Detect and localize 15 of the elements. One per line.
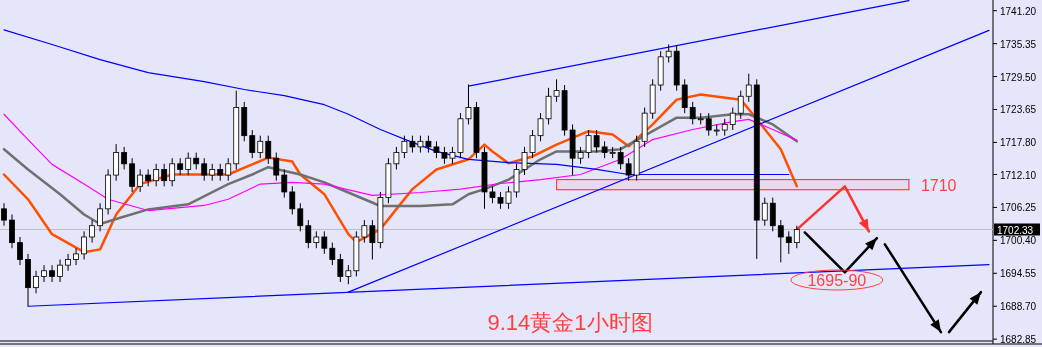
y-tick-label: 1723.65 xyxy=(1000,104,1037,116)
y-tick-label: 1712.10 xyxy=(1000,169,1037,181)
y-tick-label: 1717.80 xyxy=(1000,137,1037,149)
band-label: 1710 xyxy=(920,176,957,194)
ref-line-label: 1702.33 xyxy=(997,224,1034,236)
y-tick-label: 1741.20 xyxy=(1000,5,1037,17)
y-tick-label: 1682.85 xyxy=(1000,334,1037,346)
y-tick-label: 1694.55 xyxy=(1000,268,1037,280)
y-tick-label: 1706.25 xyxy=(1000,202,1037,214)
annotation: 1695-90 xyxy=(807,272,867,289)
y-tick-label: 1700.40 xyxy=(1000,235,1037,247)
y-tick-label: 1688.70 xyxy=(1000,301,1037,313)
text: 9.14黄金1小时图 xyxy=(487,310,653,335)
y-tick-label: 1735.35 xyxy=(1000,38,1037,50)
y-tick-label: 1729.50 xyxy=(1000,71,1037,83)
